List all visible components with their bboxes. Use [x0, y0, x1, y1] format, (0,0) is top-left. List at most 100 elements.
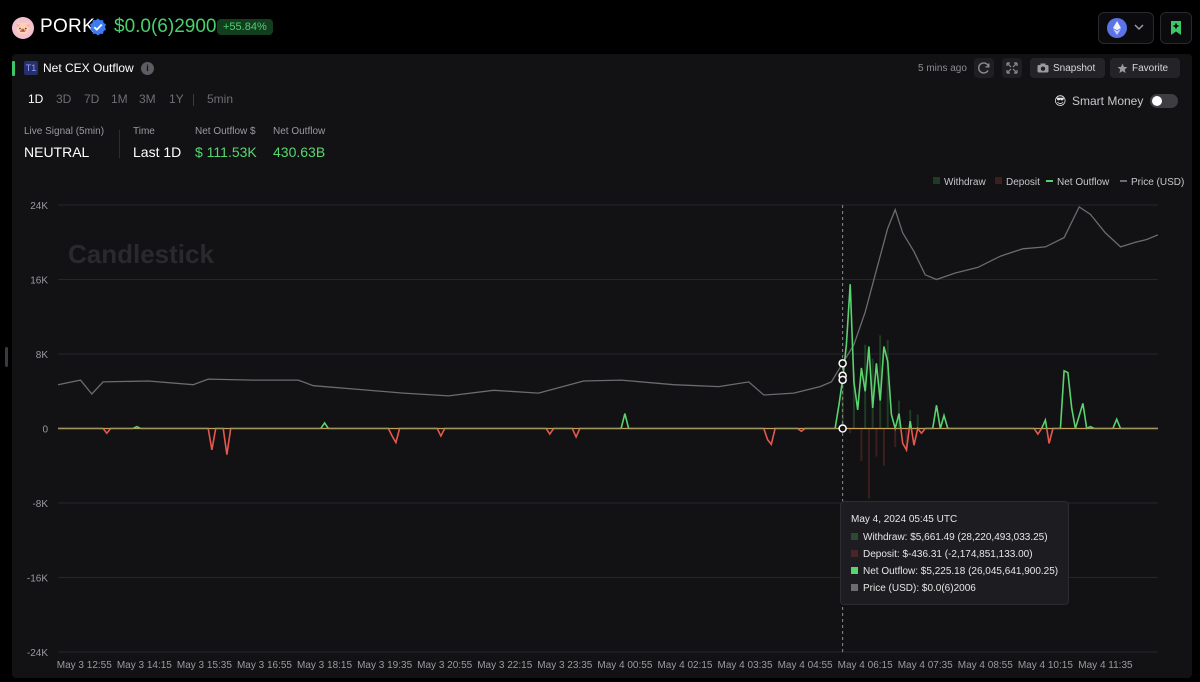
- timeframe-1d[interactable]: 1D: [28, 92, 44, 106]
- x-tick-label: May 4 07:35: [898, 660, 953, 671]
- live-signal-value: NEUTRAL: [24, 144, 90, 160]
- deposit-bar: [894, 428, 897, 448]
- interval-5min[interactable]: 5min: [207, 92, 234, 106]
- legend-swatch: [995, 177, 1002, 184]
- ethereum-icon: [1107, 18, 1127, 38]
- crosshair-marker: [838, 424, 847, 433]
- net-outflow-usd-label: Net Outflow $: [195, 126, 256, 137]
- price-change-badge: +55.84%: [217, 19, 273, 35]
- toggle-knob: [1152, 96, 1162, 106]
- x-tick-label: May 4 03:35: [718, 660, 773, 671]
- smart-money-label: Smart Money: [1072, 94, 1144, 108]
- deposit-swatch: [851, 550, 858, 557]
- y-tick-label: 24K: [30, 201, 48, 212]
- y-tick-label: 16K: [30, 276, 48, 287]
- tooltip-deposit: Deposit: $-436.31 (-2,174,851,133.00): [851, 549, 1033, 560]
- time-value: Last 1D: [133, 144, 182, 160]
- net-outflow-line-negative: [58, 428, 1158, 455]
- panel-resize-handle[interactable]: [5, 347, 8, 367]
- withdraw-bar: [852, 372, 855, 429]
- tooltip-net-outflow: Net Outflow: $5,225.18 (26,045,641,900.2…: [851, 566, 1058, 577]
- x-tick-label: May 4 11:35: [1078, 660, 1133, 671]
- stats-divider: [119, 130, 120, 158]
- withdraw-bar: [871, 358, 874, 429]
- smart-money-toggle[interactable]: [1150, 94, 1178, 108]
- timeframe-3m[interactable]: 3M: [139, 92, 156, 106]
- favorite-button[interactable]: Favorite: [1110, 58, 1180, 78]
- x-tick-label: May 3 15:35: [177, 660, 232, 671]
- chevron-down-icon: [1134, 24, 1144, 31]
- y-tick-label: -16K: [27, 574, 48, 585]
- snapshot-button[interactable]: Snapshot: [1030, 58, 1105, 78]
- x-tick-label: May 3 19:35: [357, 660, 412, 671]
- deposit-bar: [905, 428, 908, 452]
- withdraw-swatch: [851, 533, 858, 540]
- price-line: [57, 205, 1159, 397]
- tooltip-withdraw-text: Withdraw: $5,661.49 (28,220,493,033.25): [863, 532, 1048, 543]
- x-tick-label: May 4 06:15: [838, 660, 893, 671]
- net-outflow-value: 430.63B: [273, 144, 326, 160]
- y-tick-label: -24K: [27, 648, 48, 659]
- tooltip-price: Price (USD): $0.0(6)2006: [851, 583, 976, 594]
- withdraw-bar: [886, 340, 889, 429]
- crosshair-marker: [838, 359, 847, 368]
- bookmark-button[interactable]: [1160, 12, 1192, 44]
- timeframe-7d[interactable]: 7D: [84, 92, 100, 106]
- verified-badge-icon: [90, 18, 106, 36]
- deposit-bar: [860, 428, 863, 462]
- stats-row: Live Signal (5min) NEUTRAL Time Last 1D …: [12, 124, 1192, 164]
- x-tick-label: May 3 22:15: [477, 660, 532, 671]
- y-tick-label: 0: [42, 425, 48, 436]
- x-tick-label: May 3 23:35: [537, 660, 592, 671]
- net-outflow-label: Net Outflow: [273, 126, 326, 137]
- live-signal-label: Live Signal (5min): [24, 126, 105, 137]
- withdraw-bar: [879, 335, 882, 429]
- bookmark-icon: [1171, 21, 1181, 35]
- timeframe-1y[interactable]: 1Y: [169, 92, 184, 106]
- panel-accent-bar: [12, 61, 15, 76]
- crosshair-marker: [838, 375, 847, 385]
- legend-label: Withdraw: [944, 177, 986, 188]
- x-tick-label: May 3 18:15: [297, 660, 352, 671]
- deposit-bar: [867, 428, 870, 499]
- timeframe-1m[interactable]: 1M: [111, 92, 128, 106]
- tooltip-net-outflow-text: Net Outflow: $5,225.18 (26,045,641,900.2…: [863, 566, 1059, 577]
- price-swatch: [851, 584, 858, 591]
- time-label: Time: [133, 126, 155, 137]
- info-icon[interactable]: i: [141, 62, 154, 75]
- x-tick-label: May 3 12:55: [57, 660, 112, 671]
- withdraw-bar: [909, 409, 912, 429]
- y-tick-label: -8K: [32, 499, 48, 510]
- legend-label: Deposit: [1006, 177, 1040, 188]
- favorite-label: Favorite: [1132, 62, 1169, 74]
- timeframe-3d[interactable]: 3D: [56, 92, 72, 106]
- x-tick-label: May 3 14:15: [117, 660, 172, 671]
- withdraw-bar: [916, 414, 919, 429]
- timeframe-divider: [193, 94, 194, 106]
- withdraw-bar: [841, 375, 844, 429]
- expand-button[interactable]: [1002, 58, 1022, 78]
- tier-badge: T1: [24, 61, 38, 75]
- net-outflow-line-positive: [58, 284, 1158, 429]
- sunglasses-icon: 😎: [1054, 94, 1067, 108]
- tooltip-title: May 4, 2024 05:45 UTC: [851, 514, 958, 525]
- refresh-button[interactable]: [974, 58, 994, 78]
- x-tick-label: May 4 02:15: [657, 660, 712, 671]
- token-name[interactable]: PORK: [40, 16, 96, 37]
- x-tick-label: May 4 04:55: [778, 660, 833, 671]
- x-tick-label: May 3 16:55: [237, 660, 292, 671]
- x-tick-label: May 4 00:55: [597, 660, 652, 671]
- chain-selector[interactable]: [1098, 12, 1154, 44]
- token-logo-icon: 🐷: [12, 17, 34, 39]
- token-price: $0.0(6)2900: [114, 16, 217, 37]
- deposit-bar: [882, 428, 885, 466]
- deposit-bar: [875, 428, 878, 457]
- y-tick-label: 8K: [36, 350, 49, 361]
- star-icon: [1117, 63, 1128, 73]
- panel-title: Net CEX Outflow: [43, 61, 134, 75]
- legend-swatch: [933, 177, 940, 184]
- last-updated: 5 mins ago: [918, 63, 967, 74]
- top-bar: 🐷 PORK $0.0(6)2900 +55.84%: [0, 0, 1200, 52]
- x-tick-label: May 4 10:15: [1018, 660, 1073, 671]
